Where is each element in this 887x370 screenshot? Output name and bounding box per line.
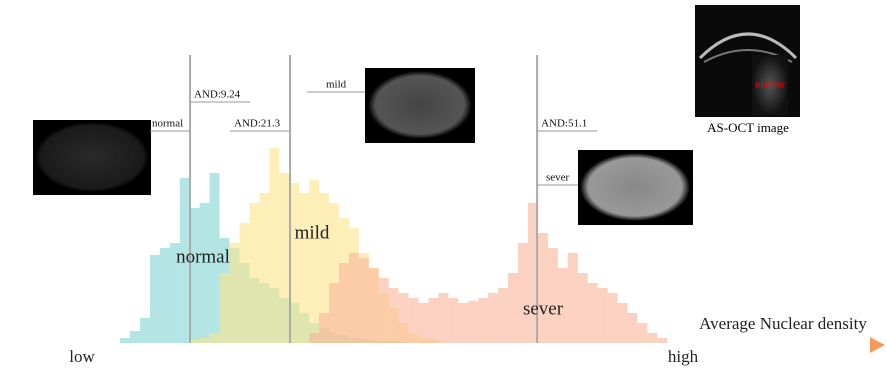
histogram-bar (618, 303, 628, 343)
histogram-bar (498, 288, 508, 343)
histogram-bar (518, 243, 528, 343)
histogram-bar (468, 301, 478, 343)
histogram-bar (627, 313, 637, 343)
histogram-bar (160, 248, 170, 343)
histogram-bar (478, 298, 488, 343)
histogram-bar (657, 338, 667, 343)
histogram-bar (309, 180, 319, 343)
arrow-head (870, 337, 885, 353)
histogram-bar (578, 273, 588, 343)
histogram-bar (200, 338, 210, 343)
class-label: normal (176, 246, 230, 267)
histogram-bar (279, 173, 289, 343)
histogram-bar (259, 193, 269, 343)
figure: nuclear AS-OCT image low high Average Nu… (0, 0, 887, 370)
histogram-bar (329, 283, 339, 343)
x-axis-title: Average Nuclear density (699, 314, 867, 333)
histogram-bar (538, 233, 548, 343)
histogram-bar (488, 293, 498, 343)
histogram-bar (230, 243, 240, 343)
histogram-bar (458, 303, 468, 343)
histogram-bar (339, 263, 349, 343)
histogram-bar (608, 293, 618, 343)
histogram-bar (637, 323, 647, 343)
thumbnail-lens (35, 122, 149, 192)
histogram-bar (349, 253, 359, 343)
histogram-bar (409, 298, 419, 343)
histogram-bar (190, 340, 200, 343)
threshold-label: AND:51.1 (541, 118, 587, 130)
histogram-bar (319, 313, 329, 343)
thumbnail-label: sever (546, 172, 570, 184)
class-label: sever (523, 298, 564, 319)
histogram-bar (239, 223, 249, 343)
region-label: nuclear (755, 79, 785, 90)
histogram-bar (438, 293, 448, 343)
histogram-bar (249, 203, 259, 343)
histogram-bar (120, 338, 130, 343)
histogram-bar (379, 278, 389, 343)
thumbnail-label: normal (152, 118, 183, 130)
histogram-bar (508, 273, 518, 343)
histogram-bar (130, 331, 140, 343)
threshold-label: AND:9.24 (194, 89, 241, 101)
histogram-bar (140, 318, 150, 343)
histogram-bar (399, 293, 409, 343)
histogram-bar (428, 298, 438, 343)
histogram-bar (598, 288, 608, 343)
histogram-bar (548, 248, 558, 343)
histogram-bar (299, 193, 309, 343)
histogram-bar (150, 255, 160, 343)
histogram-bar (190, 208, 200, 343)
thumbnail-lens (368, 71, 472, 139)
histogram-bar (309, 333, 319, 343)
histogram-bar (588, 283, 598, 343)
histogram-bar (200, 203, 210, 343)
thumbnail-lens (580, 153, 690, 221)
x-end-label: high (668, 347, 699, 366)
histogram-bar (359, 258, 369, 343)
histogram-bar (269, 148, 279, 343)
histogram-bar (369, 268, 379, 343)
x-start-label: low (69, 347, 95, 366)
as-oct-image: nuclear (695, 5, 800, 117)
class-label: mild (295, 222, 330, 243)
threshold-label: AND:21.3 (234, 118, 281, 130)
histogram-bar (389, 288, 399, 343)
histogram-bar (419, 303, 429, 343)
thumbnail-label: mild (326, 79, 347, 91)
histogram-bar (220, 273, 230, 343)
histogram-bar (448, 298, 458, 343)
histogram-bar (210, 333, 220, 343)
histogram-bar (568, 253, 578, 343)
inset-caption: AS-OCT image (707, 120, 789, 135)
histogram-bar (647, 333, 657, 343)
